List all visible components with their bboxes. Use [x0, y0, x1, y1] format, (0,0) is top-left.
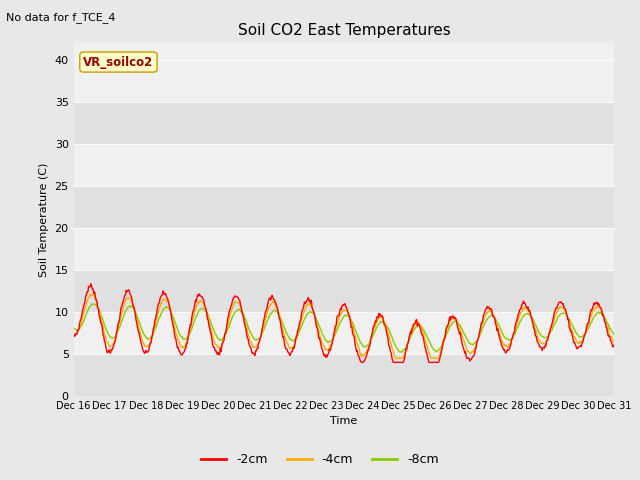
Bar — [74, 270, 614, 312]
Bar — [74, 354, 614, 396]
Bar — [74, 60, 614, 102]
Bar — [74, 186, 614, 228]
Title: Soil CO2 East Temperatures: Soil CO2 East Temperatures — [237, 23, 451, 38]
Bar — [74, 228, 614, 270]
Bar — [74, 144, 614, 186]
Bar — [74, 102, 614, 144]
Bar — [74, 312, 614, 354]
Legend: -2cm, -4cm, -8cm: -2cm, -4cm, -8cm — [196, 448, 444, 471]
X-axis label: Time: Time — [330, 417, 358, 426]
Text: VR_soilco2: VR_soilco2 — [83, 56, 154, 69]
Y-axis label: Soil Temperature (C): Soil Temperature (C) — [39, 162, 49, 277]
Text: No data for f_TCE_4: No data for f_TCE_4 — [6, 12, 116, 23]
